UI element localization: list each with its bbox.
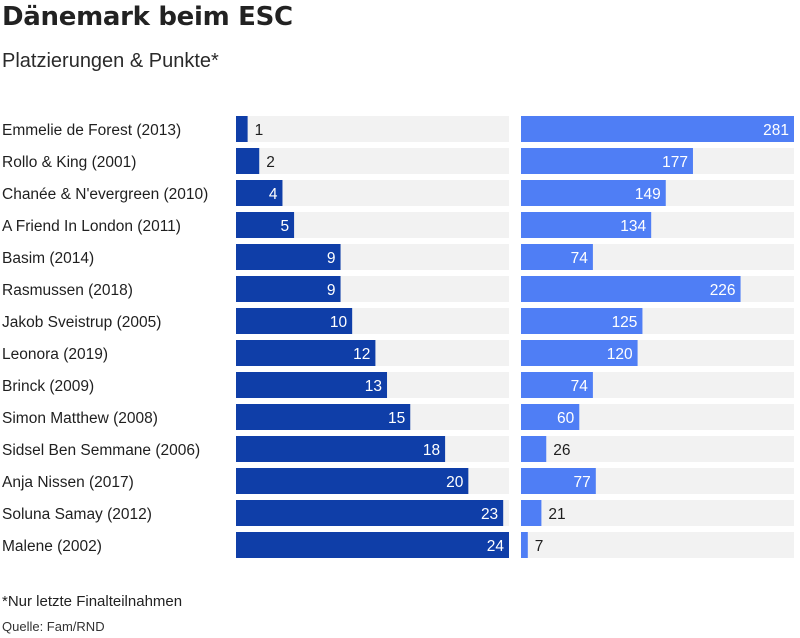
points-bar [521, 532, 528, 558]
placement-bar [236, 244, 341, 270]
points-value-label: 60 [557, 410, 575, 427]
points-bar [521, 244, 593, 270]
placement-value-label: 10 [330, 314, 348, 331]
points-bar [521, 116, 794, 142]
points-value-label: 26 [553, 442, 570, 459]
placement-value-label: 18 [423, 442, 440, 459]
points-bar [521, 212, 652, 238]
points-bar [521, 180, 666, 206]
points-track [521, 500, 794, 526]
points-value-label: 120 [607, 346, 633, 363]
points-bar [521, 148, 693, 174]
footnote: *Nur letzte Finalteilnahmen [2, 593, 183, 610]
category-label: Simon Matthew (2008) [2, 410, 158, 427]
placement-bar [236, 212, 295, 238]
points-value-label: 177 [662, 154, 688, 171]
points-value-label: 281 [763, 122, 789, 139]
placement-value-label: 5 [280, 218, 289, 235]
points-value-label: 77 [574, 474, 591, 491]
points-value-label: 134 [620, 218, 646, 235]
placement-bar [236, 404, 411, 430]
placement-track [236, 148, 509, 174]
points-bar [521, 276, 741, 302]
placement-value-label: 2 [266, 154, 275, 171]
placement-bar [236, 276, 341, 302]
placement-value-label: 13 [365, 378, 382, 395]
placement-value-label: 20 [446, 474, 464, 491]
chart-subtitle: Platzierungen & Punkte* [2, 50, 219, 72]
placement-value-label: 9 [327, 282, 336, 299]
placement-bar [236, 372, 388, 398]
category-label: Jakob Sveistrup (2005) [2, 314, 161, 331]
placement-track [236, 116, 509, 142]
points-track [521, 436, 794, 462]
points-value-label: 74 [571, 250, 589, 267]
placement-bar [236, 436, 446, 462]
points-value-label: 21 [548, 506, 565, 523]
placement-bar [236, 532, 509, 558]
placement-value-label: 15 [388, 410, 405, 427]
points-bar [521, 372, 593, 398]
placement-bar [236, 180, 283, 206]
points-track [521, 532, 794, 558]
placement-bar [236, 340, 376, 366]
category-label: Emmelie de Forest (2013) [2, 122, 181, 139]
placement-bar [236, 148, 260, 174]
chart-title: Dänemark beim ESC [2, 2, 293, 32]
points-bar [521, 500, 542, 526]
points-value-label: 125 [612, 314, 638, 331]
category-label: Anja Nissen (2017) [2, 474, 134, 491]
placement-bar [236, 500, 504, 526]
category-label: Rasmussen (2018) [2, 282, 133, 299]
placement-value-label: 23 [481, 506, 498, 523]
bar-chart: Emmelie de Forest (2013) 1 281 Rollo & King… [2, 116, 794, 558]
points-value-label: 74 [571, 378, 589, 395]
points-bar [521, 436, 547, 462]
category-label: Sidsel Ben Semmane (2006) [2, 442, 200, 459]
placement-bar [236, 468, 469, 494]
placement-value-label: 1 [255, 122, 264, 139]
category-label: Chanée & N'evergreen (2010) [2, 186, 208, 203]
category-label: Basim (2014) [2, 250, 94, 267]
points-value-label: 226 [710, 282, 736, 299]
placement-value-label: 24 [487, 538, 505, 555]
points-value-label: 149 [635, 186, 661, 203]
points-bar [521, 404, 580, 430]
points-bar [521, 340, 638, 366]
category-label: Leonora (2019) [2, 346, 108, 363]
points-value-label: 7 [535, 538, 544, 555]
category-label: A Friend In London (2011) [2, 218, 181, 235]
placement-value-label: 4 [269, 186, 278, 203]
placement-bar [236, 116, 248, 142]
placement-value-label: 9 [327, 250, 336, 267]
category-label: Soluna Samay (2012) [2, 506, 152, 523]
placement-bar [236, 308, 353, 334]
points-bar [521, 308, 643, 334]
category-label: Brinck (2009) [2, 378, 94, 395]
category-label: Rollo & King (2001) [2, 154, 136, 171]
points-bar [521, 468, 596, 494]
placement-value-label: 12 [353, 346, 370, 363]
source-note: Quelle: Fam/RND [2, 619, 105, 634]
category-label: Malene (2002) [2, 538, 102, 555]
